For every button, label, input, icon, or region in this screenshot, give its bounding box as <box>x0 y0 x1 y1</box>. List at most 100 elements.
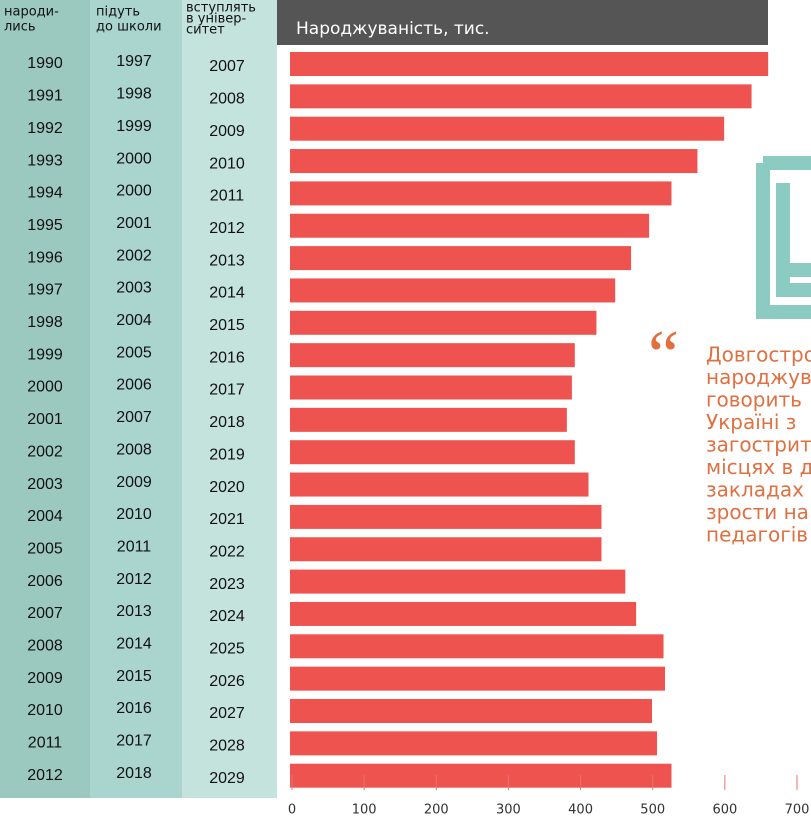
born-year yr: 1994 <box>27 185 63 202</box>
school-year: 2004 <box>116 312 152 329</box>
university-year: 2028 <box>209 738 245 755</box>
quote-line: говорить <box>706 388 802 412</box>
born-year yr: 2011 <box>28 735 63 752</box>
university-year: 2027 <box>209 705 245 722</box>
school-year: 2000 <box>116 150 152 167</box>
x-tick-label: 100 <box>352 803 377 818</box>
quote-line: місцях в д <box>706 455 811 479</box>
school-year: 2009 <box>116 474 152 491</box>
school-year: 2016 <box>116 700 152 717</box>
bar <box>290 343 575 368</box>
born-year yr: 2008 <box>27 638 63 655</box>
university-year: 2015 <box>209 317 245 334</box>
bar <box>290 407 567 432</box>
column-born <box>0 0 90 798</box>
university-year: 2011 <box>210 188 245 205</box>
university-year: 2019 <box>209 446 245 463</box>
bar <box>290 440 575 465</box>
born-year yr: 2003 <box>27 476 63 493</box>
chart-title: Народжуваність, тис. <box>296 19 490 39</box>
bar <box>290 52 769 76</box>
born-year yr: 2005 <box>27 540 63 557</box>
bar <box>290 731 658 756</box>
column-header: до школи <box>96 20 162 35</box>
born-year yr: 2012 <box>27 767 63 784</box>
bar <box>290 472 589 497</box>
quote-line: загострит <box>706 433 811 457</box>
bar <box>290 116 725 141</box>
bar <box>290 149 698 174</box>
university-year: 2010 <box>209 155 245 172</box>
born-year yr: 2006 <box>27 573 63 590</box>
university-year: 2012 <box>209 220 245 237</box>
university-year: 2007 <box>209 58 245 75</box>
university-year: 2013 <box>209 252 245 269</box>
school-year: 2000 <box>116 183 152 200</box>
university-year: 2017 <box>209 382 245 399</box>
x-tick-label: 200 <box>424 803 449 818</box>
x-tick-label: 0 <box>288 803 296 818</box>
born-year yr: 2001 <box>27 411 63 428</box>
column-header: вступлять <box>186 1 256 16</box>
born-year yr: 1995 <box>27 217 63 234</box>
born-year yr: 1998 <box>27 314 63 331</box>
school-year: 2010 <box>116 506 152 523</box>
school-year: 2011 <box>117 538 152 555</box>
quote-line: Довгостро <box>706 343 811 367</box>
university-year: 2025 <box>209 641 245 658</box>
bar <box>290 666 665 691</box>
column-school <box>90 0 182 798</box>
school-year: 2002 <box>116 247 152 264</box>
school-year: 2015 <box>116 668 152 685</box>
column-header: підуть <box>96 5 140 20</box>
university-year: 2014 <box>209 285 245 302</box>
bar <box>290 537 602 562</box>
bar <box>290 213 650 238</box>
school-year: 2007 <box>116 409 152 426</box>
column-header: ситет <box>186 23 225 38</box>
born-year yr: 2010 <box>27 702 63 719</box>
school-year: 2001 <box>116 215 152 232</box>
x-tick-label: 400 <box>568 803 593 818</box>
born-year yr: 1999 <box>27 346 63 363</box>
university-year: 2020 <box>209 479 245 496</box>
university-year: 2024 <box>209 608 245 625</box>
university-year: 2008 <box>209 91 245 108</box>
university-year: 2023 <box>209 576 245 593</box>
school-year: 2003 <box>116 280 152 297</box>
column-header: в універ- <box>186 12 247 27</box>
bar <box>290 699 652 723</box>
university-year: 2026 <box>209 673 245 690</box>
bar <box>290 569 626 594</box>
column-university <box>182 0 277 798</box>
x-tick-label: 300 <box>496 803 521 818</box>
column-header: лись <box>4 20 36 35</box>
school-year: 2012 <box>116 571 152 588</box>
column-header: народи- <box>4 5 59 20</box>
bar <box>290 375 572 400</box>
bar <box>290 246 632 271</box>
title-bar <box>277 0 768 45</box>
x-tick-label: 600 <box>712 803 737 818</box>
quote-line: закладах <box>706 478 804 502</box>
university-year: 2016 <box>209 349 245 366</box>
born-year yr: 1993 <box>27 152 63 169</box>
school-year: 2006 <box>116 377 152 394</box>
university-year: 2009 <box>209 123 245 140</box>
bar <box>290 310 597 335</box>
born-year yr: 1992 <box>27 120 63 137</box>
school-year: 2005 <box>116 344 152 361</box>
university-year: 2018 <box>209 414 245 431</box>
school-year: 2008 <box>116 441 152 458</box>
born-year yr: 2002 <box>27 443 63 460</box>
school-year: 1997 <box>116 53 152 70</box>
bar <box>290 601 637 626</box>
born-year yr: 2009 <box>27 670 63 687</box>
bar <box>290 504 602 529</box>
bar <box>290 181 672 206</box>
born-year yr: 2004 <box>27 508 63 525</box>
school-year: 2013 <box>116 603 152 620</box>
quote-line: народжув <box>706 365 811 389</box>
